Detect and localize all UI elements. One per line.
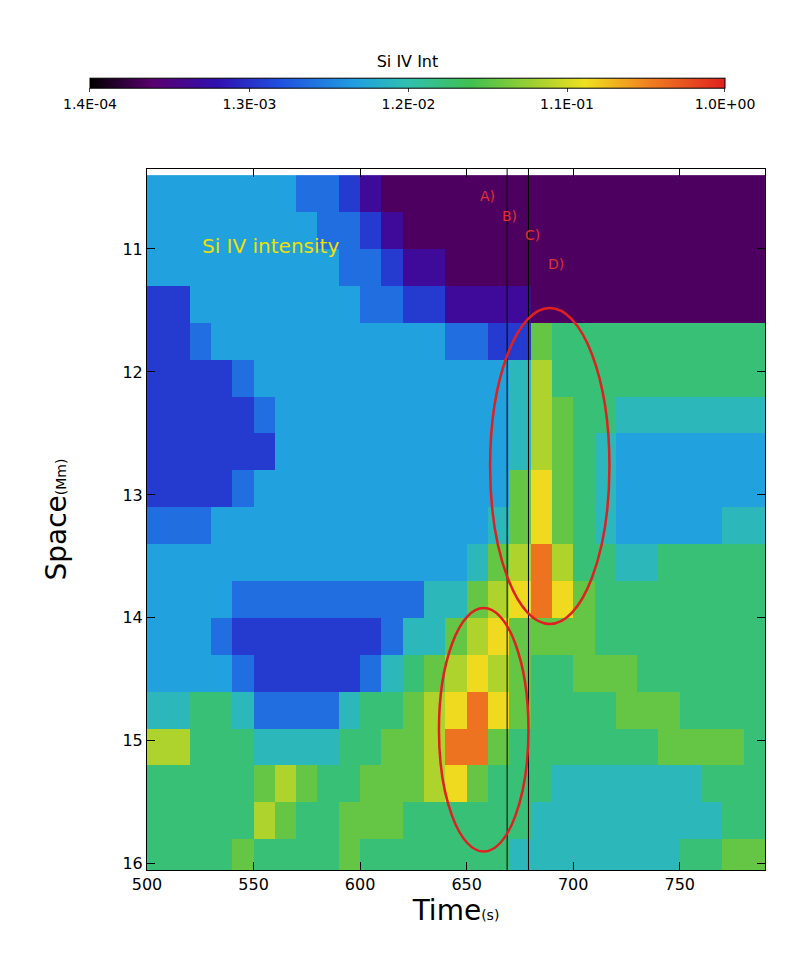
svg-text:600: 600 <box>345 875 376 894</box>
svg-text:Si IV intensity: Si IV intensity <box>202 234 339 258</box>
svg-text:1.2E-02: 1.2E-02 <box>382 96 436 112</box>
svg-text:13: 13 <box>122 486 142 505</box>
svg-text:1.3E-03: 1.3E-03 <box>222 96 276 112</box>
svg-text:A): A) <box>480 188 495 204</box>
svg-text:Space(Mm): Space(Mm) <box>40 459 73 581</box>
svg-text:B): B) <box>502 208 517 224</box>
svg-text:C): C) <box>525 227 540 243</box>
svg-text:550: 550 <box>238 875 269 894</box>
svg-text:12: 12 <box>122 363 142 382</box>
svg-text:16: 16 <box>122 854 142 873</box>
svg-text:1.0E+00: 1.0E+00 <box>695 96 756 112</box>
svg-text:Si IV Int: Si IV Int <box>377 52 439 71</box>
svg-text:500: 500 <box>132 875 163 894</box>
svg-text:750: 750 <box>664 875 695 894</box>
svg-text:11: 11 <box>122 240 142 259</box>
svg-text:1.4E-04: 1.4E-04 <box>63 96 117 112</box>
svg-text:D): D) <box>548 256 564 272</box>
svg-text:1.1E-01: 1.1E-01 <box>540 96 594 112</box>
svg-text:650: 650 <box>451 875 482 894</box>
svg-text:Time(s): Time(s) <box>412 894 500 927</box>
svg-text:14: 14 <box>122 608 142 627</box>
svg-text:15: 15 <box>122 731 142 750</box>
svg-text:700: 700 <box>558 875 589 894</box>
